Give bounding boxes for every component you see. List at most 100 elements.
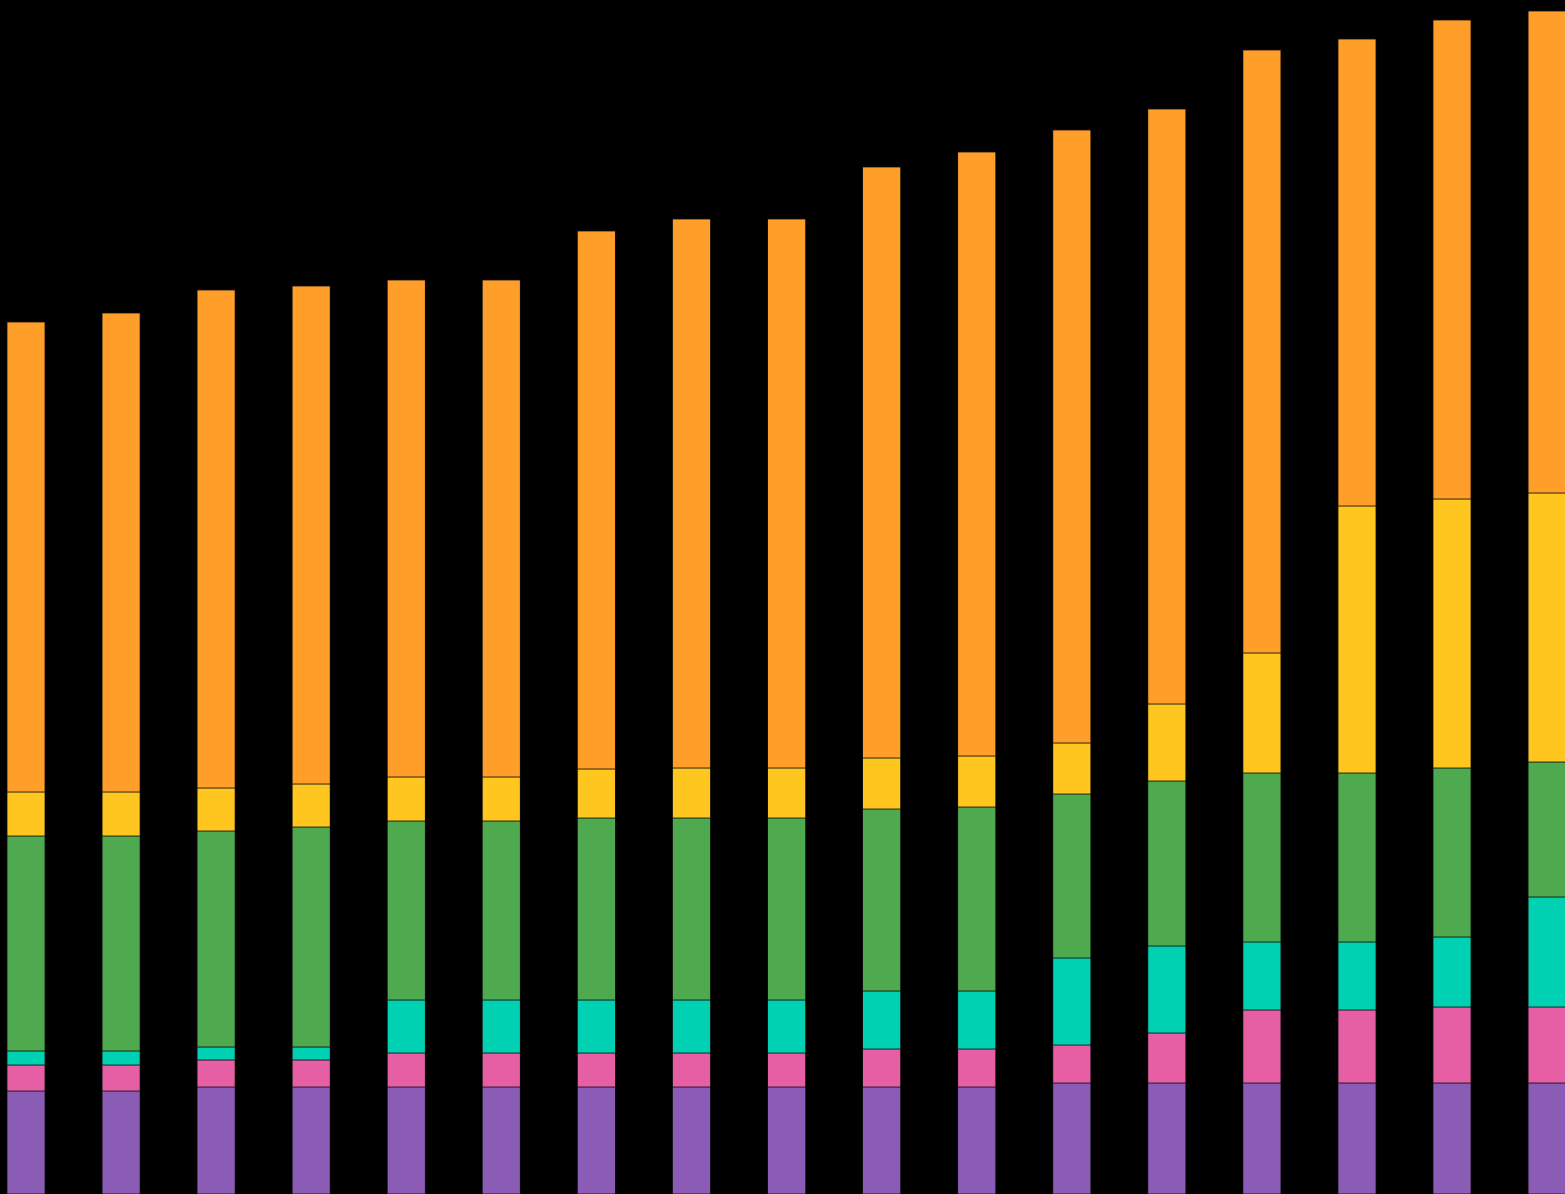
bar-segment-6-layer-3: [481, 999, 521, 1054]
bar-segment-13-layer-2: [1147, 1032, 1187, 1084]
bar-segment-5-layer-2: [386, 1052, 426, 1088]
bar-segment-4-layer-2: [291, 1059, 331, 1088]
bar-segment-17-layer-6: [1527, 10, 1565, 494]
bar-segment-1-layer-1: [6, 1090, 46, 1194]
bar-segment-3-layer-5: [196, 787, 236, 832]
bar-segment-7-layer-4: [577, 817, 616, 1001]
bar-segment-15-layer-1: [1337, 1082, 1377, 1194]
bar-segment-9-layer-6: [767, 218, 806, 769]
bar-segment-9-layer-2: [767, 1052, 806, 1088]
bar-segment-6-layer-5: [481, 776, 521, 822]
bar-segment-7-layer-2: [577, 1052, 616, 1088]
bar-segment-6-layer-6: [481, 279, 521, 778]
bar-segment-10-layer-2: [862, 1048, 901, 1088]
bar-segment-1-layer-4: [6, 835, 46, 1052]
bar-segment-8-layer-1: [672, 1086, 711, 1194]
bar-segment-11-layer-1: [957, 1086, 997, 1194]
bar-segment-3-layer-3: [196, 1046, 236, 1061]
bar-segment-8-layer-2: [672, 1052, 711, 1088]
bar-segment-14-layer-5: [1242, 652, 1282, 774]
bar-segment-2-layer-6: [101, 312, 141, 793]
bar-segment-15-layer-6: [1337, 38, 1377, 507]
bar-segment-16-layer-4: [1432, 767, 1472, 938]
bar-segment-10-layer-1: [862, 1086, 901, 1194]
bar-segment-9-layer-1: [767, 1086, 806, 1194]
bar-segment-4-layer-4: [291, 826, 331, 1048]
bar-segment-15-layer-5: [1337, 505, 1377, 774]
bar-segment-3-layer-2: [196, 1059, 236, 1088]
bar-segment-7-layer-3: [577, 999, 616, 1054]
bar-segment-3-layer-6: [196, 289, 236, 789]
bar-segment-1-layer-2: [6, 1064, 46, 1092]
bar-segment-16-layer-2: [1432, 1006, 1472, 1084]
bar-segment-8-layer-4: [672, 817, 711, 1001]
bar-segment-2-layer-2: [101, 1064, 141, 1092]
bar-segment-6-layer-4: [481, 820, 521, 1001]
bar-segment-11-layer-5: [957, 755, 997, 808]
bar-segment-2-layer-5: [101, 791, 141, 837]
bar-segment-14-layer-6: [1242, 49, 1282, 654]
bar-segment-4-layer-3: [291, 1046, 331, 1061]
bar-segment-4-layer-5: [291, 783, 331, 828]
bar-segment-7-layer-1: [577, 1086, 616, 1194]
bar-segment-14-layer-1: [1242, 1082, 1282, 1194]
bar-segment-5-layer-3: [386, 999, 426, 1054]
bar-segment-14-layer-4: [1242, 772, 1282, 943]
bar-segment-5-layer-5: [386, 776, 426, 822]
bar-segment-1-layer-3: [6, 1050, 46, 1066]
bar-segment-3-layer-4: [196, 830, 236, 1048]
bar-segment-4-layer-1: [291, 1086, 331, 1194]
bar-segment-11-layer-6: [957, 151, 997, 757]
bar-segment-7-layer-6: [577, 230, 616, 770]
bar-segment-17-layer-4: [1527, 761, 1565, 898]
bar-segment-17-layer-5: [1527, 492, 1565, 763]
bar-segment-8-layer-3: [672, 999, 711, 1054]
bar-segment-12-layer-3: [1052, 957, 1092, 1046]
bar-segment-14-layer-3: [1242, 941, 1282, 1011]
bar-segment-16-layer-5: [1432, 498, 1472, 769]
bar-segment-11-layer-3: [957, 990, 997, 1050]
bar-segment-1-layer-5: [6, 791, 46, 837]
bar-segment-1-layer-6: [6, 321, 46, 793]
bar-segment-13-layer-5: [1147, 703, 1187, 782]
bar-segment-7-layer-5: [577, 768, 616, 819]
bar-segment-2-layer-3: [101, 1050, 141, 1066]
bar-segment-9-layer-5: [767, 767, 806, 819]
bar-segment-10-layer-6: [862, 166, 901, 759]
bar-segment-6-layer-1: [481, 1086, 521, 1194]
bar-segment-13-layer-1: [1147, 1082, 1187, 1194]
bar-segment-11-layer-4: [957, 806, 997, 992]
bar-segment-12-layer-5: [1052, 742, 1092, 795]
bar-segment-16-layer-3: [1432, 936, 1472, 1008]
bar-segment-13-layer-6: [1147, 108, 1187, 705]
bar-segment-16-layer-1: [1432, 1082, 1472, 1194]
bar-segment-5-layer-6: [386, 279, 426, 778]
bar-segment-3-layer-1: [196, 1086, 236, 1194]
bar-segment-12-layer-1: [1052, 1082, 1092, 1194]
bar-segment-5-layer-4: [386, 820, 426, 1001]
bar-segment-11-layer-2: [957, 1048, 997, 1088]
bar-segment-9-layer-3: [767, 999, 806, 1054]
bar-segment-12-layer-6: [1052, 129, 1092, 744]
bar-segment-13-layer-4: [1147, 780, 1187, 947]
bar-segment-17-layer-1: [1527, 1082, 1565, 1194]
bar-segment-10-layer-4: [862, 808, 901, 992]
bar-segment-14-layer-2: [1242, 1009, 1282, 1084]
bar-segment-8-layer-6: [672, 218, 711, 769]
bar-segment-12-layer-2: [1052, 1044, 1092, 1084]
bar-segment-4-layer-6: [291, 285, 331, 785]
bar-segment-9-layer-4: [767, 817, 806, 1001]
bar-segment-13-layer-3: [1147, 945, 1187, 1034]
bar-segment-5-layer-1: [386, 1086, 426, 1194]
bars-group: [6, 10, 1565, 1194]
bar-segment-16-layer-6: [1432, 19, 1472, 500]
bar-segment-12-layer-4: [1052, 793, 1092, 959]
bar-segment-2-layer-4: [101, 835, 141, 1052]
bar-segment-17-layer-2: [1527, 1006, 1565, 1084]
bar-segment-17-layer-3: [1527, 896, 1565, 1008]
bar-segment-10-layer-3: [862, 990, 901, 1050]
bar-segment-8-layer-5: [672, 767, 711, 819]
bar-segment-15-layer-3: [1337, 941, 1377, 1011]
bar-segment-10-layer-5: [862, 757, 901, 810]
